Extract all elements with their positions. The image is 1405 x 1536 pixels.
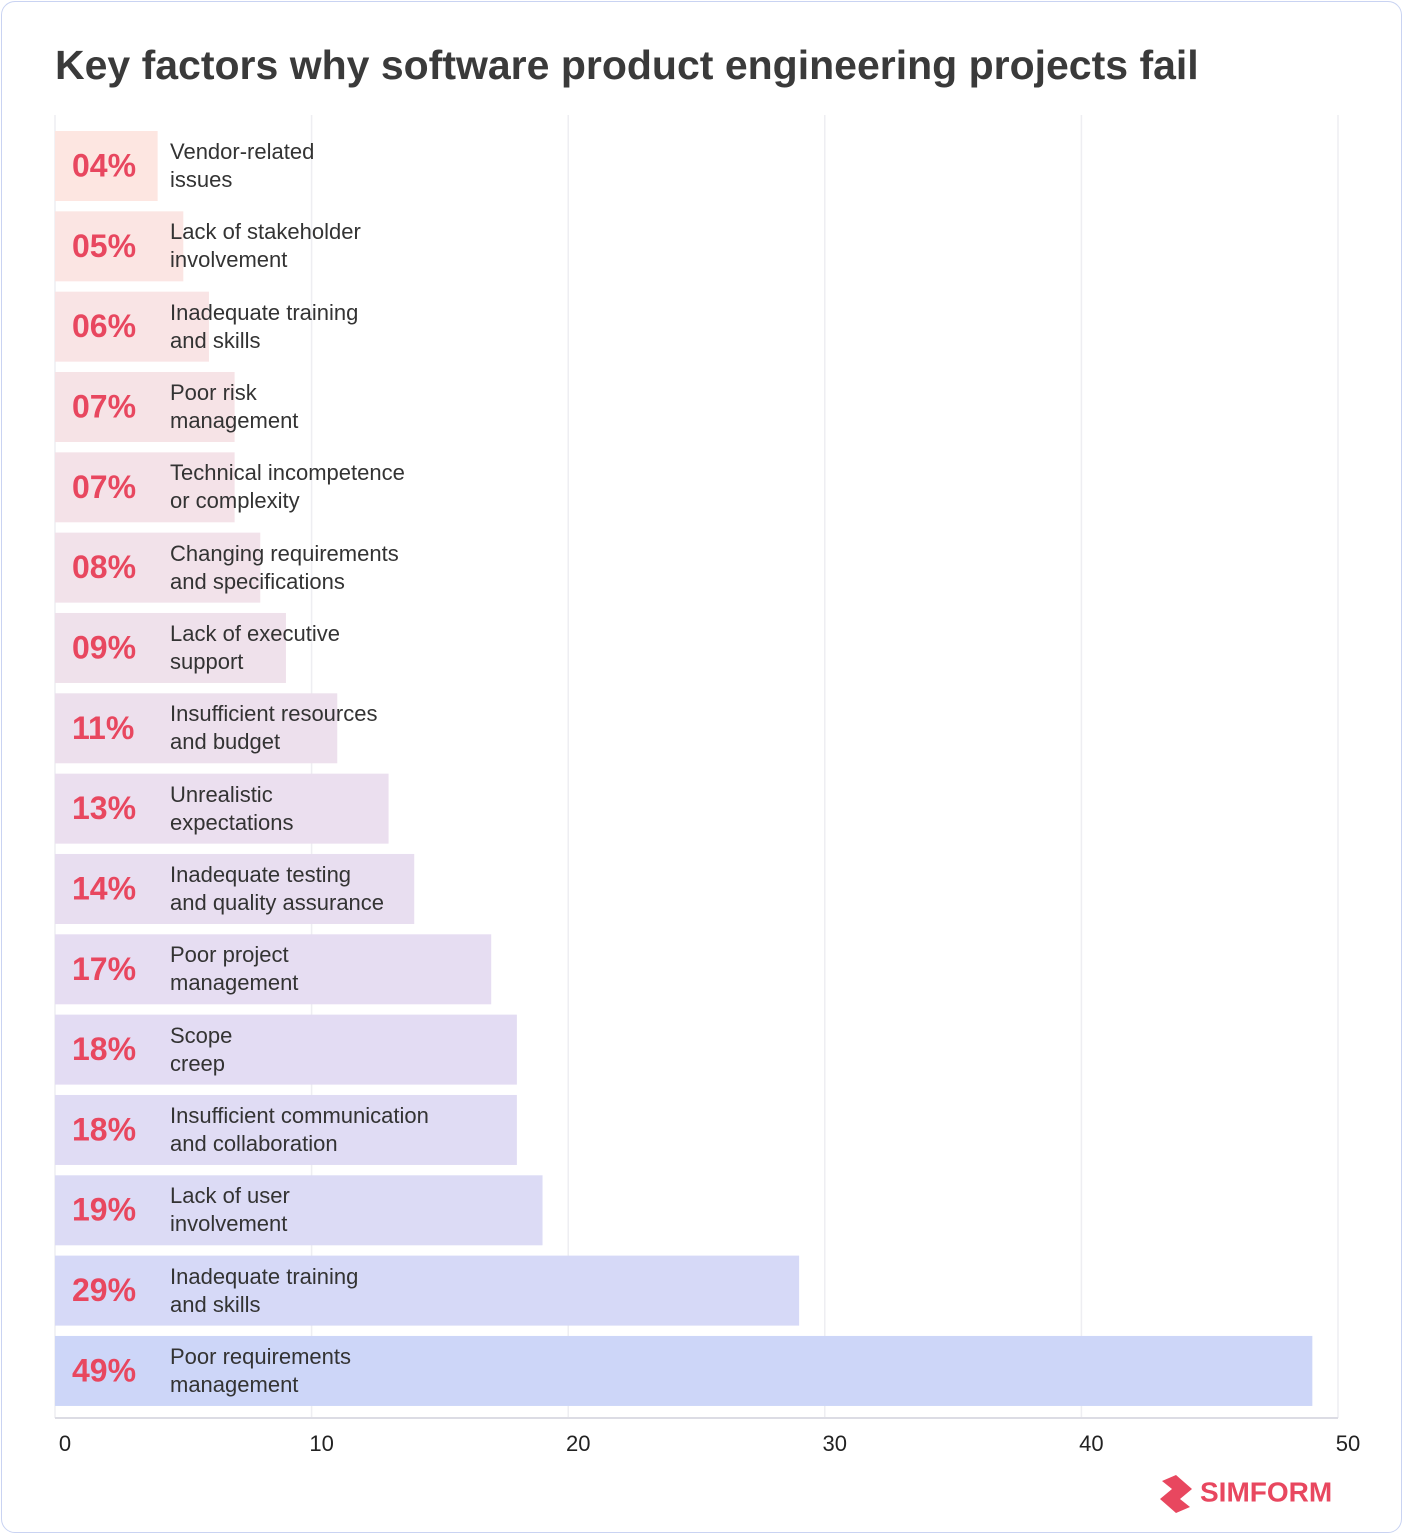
bar — [55, 1014, 517, 1085]
category-label: Scope creep — [170, 1022, 233, 1076]
category-label: Poor risk management — [170, 379, 299, 433]
bar — [55, 452, 235, 523]
category-label: Lack of stakeholder involvement — [170, 219, 361, 273]
value-label: 29% — [72, 1272, 136, 1308]
value-label: 04% — [72, 147, 136, 183]
logo-text: SIMFORM — [1200, 1476, 1332, 1507]
bar — [55, 1255, 800, 1326]
value-label: 05% — [72, 228, 136, 264]
x-tick-label: 30 — [823, 1431, 847, 1456]
value-label: 18% — [72, 1111, 136, 1147]
category-label: Changing requirements and specifications — [170, 540, 399, 594]
bar — [55, 934, 492, 1005]
category-label: Insufficient communication and collabora… — [170, 1102, 429, 1156]
value-label: 17% — [72, 951, 136, 987]
bar — [55, 371, 235, 442]
category-label: Technical incompetence or complexity — [170, 460, 405, 514]
category-label: Insufficient resources and budget — [170, 701, 378, 755]
category-label: Lack of executive support — [170, 620, 340, 674]
bar — [55, 693, 338, 764]
value-label: 07% — [72, 388, 136, 424]
category-label: Unrealistic expectations — [170, 781, 294, 835]
x-tick-label: 20 — [566, 1431, 590, 1456]
logo-icon — [1160, 1475, 1192, 1513]
bar — [55, 291, 209, 362]
category-label: Lack of user involvement — [170, 1183, 290, 1237]
bar — [55, 853, 415, 924]
value-label: 14% — [72, 870, 136, 906]
bar — [55, 1094, 517, 1165]
bar — [55, 1335, 1313, 1406]
category-label: Inadequate training and skills — [170, 1263, 359, 1317]
value-label: 08% — [72, 549, 136, 585]
x-tick-label: 50 — [1336, 1431, 1360, 1456]
value-label: 06% — [72, 308, 136, 344]
category-label: Poor requirements management — [170, 1343, 351, 1397]
bar — [55, 532, 261, 603]
value-label: 09% — [72, 629, 136, 665]
category-label: Inadequate training and skills — [170, 299, 359, 353]
bar — [55, 1175, 543, 1246]
bar — [55, 131, 158, 201]
x-tick-label: 10 — [309, 1431, 333, 1456]
chart-title: Key factors why software product enginee… — [55, 42, 1199, 88]
bar — [55, 211, 184, 282]
bar — [55, 612, 286, 683]
category-label: Vendor-related issues — [170, 139, 315, 192]
bar — [55, 773, 389, 844]
category-label: Poor project management — [170, 942, 299, 996]
value-label: 11% — [72, 710, 134, 746]
logo-shape — [1160, 1475, 1192, 1513]
value-label: 07% — [72, 469, 136, 505]
x-tick-label: 40 — [1079, 1431, 1103, 1456]
value-label: 13% — [72, 790, 136, 826]
x-tick-label: 0 — [59, 1431, 71, 1456]
value-label: 18% — [72, 1031, 136, 1067]
value-label: 19% — [72, 1192, 136, 1228]
category-label: Inadequate testing and quality assurance — [170, 861, 385, 915]
value-label: 49% — [72, 1352, 136, 1388]
